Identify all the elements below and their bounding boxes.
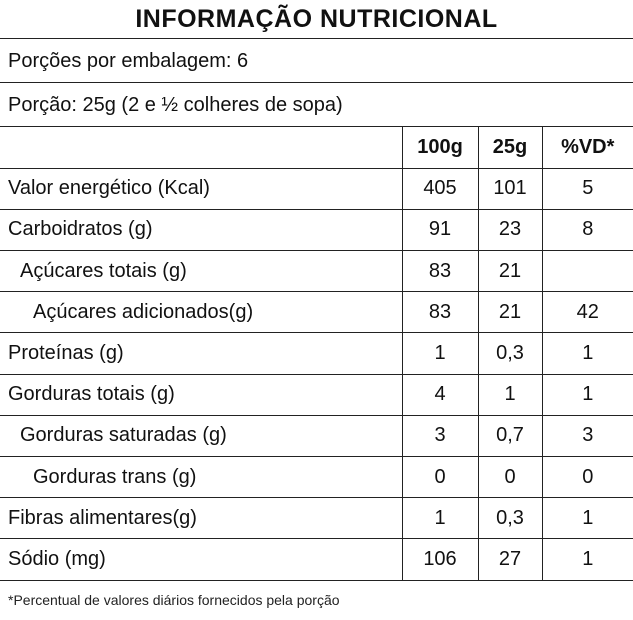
row-label: Valor energético (Kcal) [0,168,402,210]
value-25g: 0 [477,456,542,499]
value-vd: 1 [541,332,633,375]
value-100g: 405 [401,168,478,210]
table-row: Proteínas (g) 1 0,3 1 [0,332,633,375]
row-label: Proteínas (g) [0,332,402,375]
footnote: *Percentual de valores diários fornecido… [8,592,340,608]
header-25g: 25g [477,127,542,169]
table-row: Gorduras trans (g) 0 0 0 [0,456,633,499]
row-label: Gorduras trans (g) [0,456,402,499]
value-vd: 0 [541,456,633,499]
value-25g: 27 [477,538,542,581]
table-row: Açúcares totais (g) 83 21 [0,250,633,293]
row-label: Açúcares totais (g) [0,250,402,293]
value-100g: 83 [401,291,478,334]
nutrition-panel: Porções por embalagem: 6 Porção: 25g (2 … [0,38,633,583]
value-100g: 91 [401,209,478,252]
value-25g: 21 [477,291,542,334]
value-25g: 0,7 [477,415,542,458]
header-row: 100g 25g %VD* [0,127,633,169]
nutrition-table: 100g 25g %VD* Valor energético (Kcal) 40… [0,127,633,581]
value-vd: 1 [541,538,633,581]
table-row: Sódio (mg) 106 27 1 [0,538,633,581]
row-label: Gorduras totais (g) [0,374,402,416]
value-vd: 1 [541,374,633,416]
value-100g: 0 [401,456,478,499]
value-vd: 5 [541,168,633,210]
row-label: Gorduras saturadas (g) [0,415,402,458]
value-100g: 3 [401,415,478,458]
table-row: Gorduras totais (g) 4 1 1 [0,374,633,416]
header-vd: %VD* [541,127,633,169]
label-title: INFORMAÇÃO NUTRICIONAL [135,5,498,33]
value-vd: 1 [541,497,633,540]
value-25g: 21 [477,250,542,293]
header-100g: 100g [401,127,478,169]
value-vd: 42 [541,291,633,334]
table-row: Açúcares adicionados(g) 83 21 42 [0,291,633,334]
value-vd: 3 [541,415,633,458]
value-vd: 8 [541,209,633,252]
value-25g: 0,3 [477,497,542,540]
row-label: Carboidratos (g) [0,209,402,252]
row-label: Fibras alimentares(g) [0,497,402,540]
value-25g: 23 [477,209,542,252]
serving-size: Porção: 25g (2 e ½ colheres de sopa) [0,83,633,127]
table-row: Gorduras saturadas (g) 3 0,7 3 [0,415,633,458]
table-row: Valor energético (Kcal) 405 101 5 [0,168,633,210]
value-100g: 83 [401,250,478,293]
servings-per-package: Porções por embalagem: 6 [0,39,633,83]
value-25g: 101 [477,168,542,210]
row-label: Açúcares adicionados(g) [0,291,402,334]
value-100g: 4 [401,374,478,416]
row-label: Sódio (mg) [0,538,402,581]
value-100g: 1 [401,332,478,375]
table-row: Carboidratos (g) 91 23 8 [0,209,633,252]
table-row: Fibras alimentares(g) 1 0,3 1 [0,497,633,540]
header-label [0,127,402,169]
value-100g: 1 [401,497,478,540]
value-100g: 106 [401,538,478,581]
value-vd [541,250,633,293]
value-25g: 0,3 [477,332,542,375]
value-25g: 1 [477,374,542,416]
